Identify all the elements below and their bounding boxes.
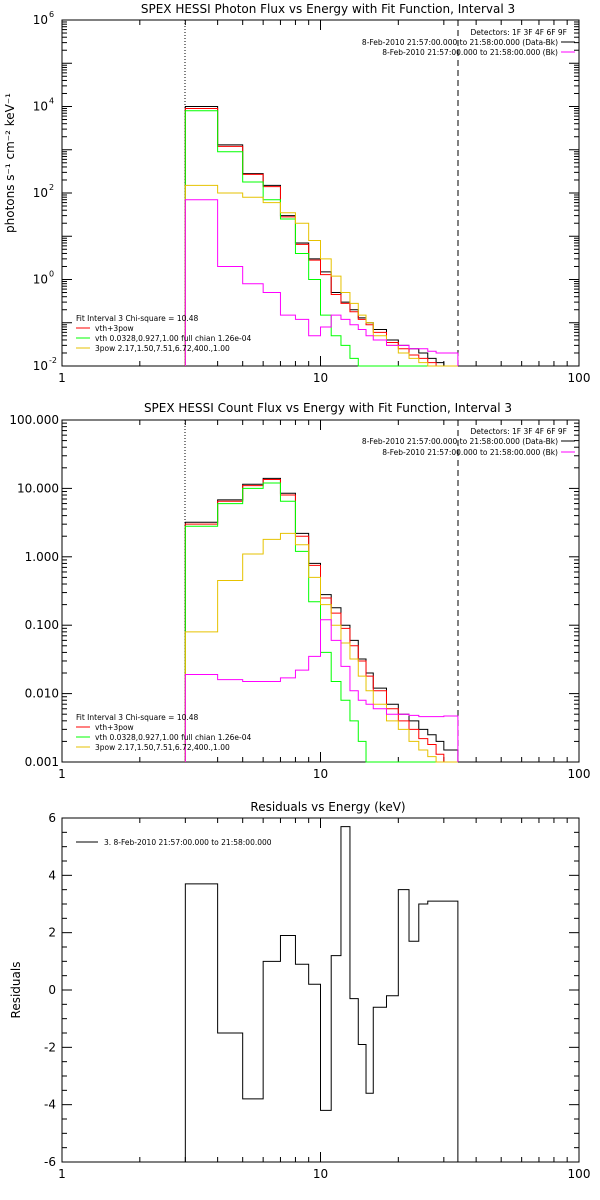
x-tick-labels: 1 10 100 <box>58 767 590 781</box>
x-tick-label: 1 <box>58 371 66 385</box>
legend: 3. 8-Feb-2010 21:57:00.000 to 21:58:00.0… <box>76 838 272 847</box>
y-tick-label: 10.000 <box>17 481 59 495</box>
residuals-series <box>184 826 459 1162</box>
chart-title: SPEX HESSI Count Flux vs Energy with Fit… <box>144 401 512 415</box>
y-tick-label: 4 <box>48 868 56 882</box>
fit-legend-item-2: vth 0.0328,0.927,1.00 full chian 1.26e-0… <box>95 334 252 343</box>
fit-legend-header: Fit Interval 3 Chi-square = 10.48 <box>76 314 199 323</box>
x-tick-label: 1 <box>58 1167 66 1181</box>
fit-legend: Fit Interval 3 Chi-square = 10.48 vth+3p… <box>76 314 252 353</box>
fit-legend-item-2: vth 0.0328,0.927,1.00 full chian 1.26e-0… <box>95 733 252 742</box>
y-tick-label: -2 <box>44 1040 56 1054</box>
series-group <box>184 477 459 763</box>
data-legend: 8-Feb-2010 21:57:00.000 to 21:58:00.000 … <box>362 437 575 457</box>
y-tick-label: 0.010 <box>25 687 59 701</box>
detectors-label: Detectors: 1F 3F 4F 6F 9F <box>471 427 567 436</box>
legend-bk-label: 8-Feb-2010 21:57:00.000 to 21:58:00.000 … <box>382 48 558 57</box>
y-tick-label: 10 <box>33 100 48 114</box>
x-tick-labels: 1 10 100 <box>58 1167 590 1181</box>
y-tick-label: 0 <box>48 983 56 997</box>
photon-flux-panel: SPEX HESSI Photon Flux vs Energy with Fi… <box>3 2 590 385</box>
axes <box>61 20 580 367</box>
series-3pow-3 <box>184 184 458 367</box>
series-8-feb-2010-4 <box>184 199 459 366</box>
y-tick-label: 10 <box>33 186 48 200</box>
legend-bk-label: 8-Feb-2010 21:57:00.000 to 21:58:00.000 … <box>382 448 558 457</box>
y-tick-label: -4 <box>44 1098 56 1112</box>
y-tick-label: 6 <box>48 811 56 825</box>
y-tick-label-exponent: 2 <box>49 183 54 192</box>
x-tick-label: 1 <box>58 767 66 781</box>
fit-legend-item-1: vth+3pow <box>95 723 134 732</box>
x-tick-label: 10 <box>313 371 328 385</box>
series-group <box>184 106 459 367</box>
y-tick-label: 0.100 <box>25 618 59 632</box>
x-tick-label: 100 <box>568 1167 591 1181</box>
y-tick-label: 10 <box>33 273 48 287</box>
y-tick-label-exponent: 4 <box>49 97 54 106</box>
axes <box>61 817 580 1163</box>
count-flux-panel: SPEX HESSI Count Flux vs Energy with Fit… <box>9 401 590 781</box>
series-8-feb-2010-4 <box>184 619 459 762</box>
chart-title: Residuals vs Energy (keV) <box>250 800 405 814</box>
fit-legend: Fit Interval 3 Chi-square = 10.48 vth+3p… <box>76 713 252 752</box>
y-tick-label: 10 <box>33 359 48 373</box>
x-tick-label: 100 <box>568 767 591 781</box>
y-tick-label: 0.001 <box>25 755 59 769</box>
series-vth-2 <box>184 110 458 367</box>
x-tick-label: 10 <box>313 767 328 781</box>
series-8-feb-2010-0 <box>184 477 459 762</box>
fit-legend-header: Fit Interval 3 Chi-square = 10.48 <box>76 713 199 722</box>
x-tick-labels: 1 10 100 <box>58 371 590 385</box>
residuals-panel: Residuals vs Energy (keV) -6 -4 -2 0 2 4 6 1 10… <box>9 800 590 1181</box>
fit-legend-item-3: 3pow 2.17,1.50,7.51,6.72,400.,1.00 <box>95 743 230 752</box>
fit-legend-item-1: vth+3pow <box>95 324 134 333</box>
y-tick-label: 100.000 <box>9 413 59 427</box>
fit-legend-item-3: 3pow 2.17,1.50,7.51,6.72,400.,1.00 <box>95 344 230 353</box>
y-tick-label: 1.000 <box>25 550 59 564</box>
y-tick-label-exponent: 6 <box>49 10 54 19</box>
y-axis-label: Residuals <box>9 962 23 1019</box>
y-tick-label-exponent: -2 <box>49 356 57 365</box>
chart-title: SPEX HESSI Photon Flux vs Energy with Fi… <box>141 2 515 16</box>
detectors-label: Detectors: 1F 3F 4F 6F 9F <box>471 28 567 37</box>
y-tick-label: -6 <box>44 1155 56 1169</box>
series-vth-2 <box>184 482 458 763</box>
x-tick-label: 10 <box>313 1167 328 1181</box>
series-group <box>184 826 459 1162</box>
y-tick-labels: -6 -4 -2 0 2 4 6 <box>44 811 56 1169</box>
legend-data-bk-label: 8-Feb-2010 21:57:00.000 to 21:58:00.000 … <box>362 38 558 47</box>
y-tick-label: 10 <box>33 13 48 27</box>
x-tick-label: 100 <box>568 371 591 385</box>
y-tick-labels: 0.001 0.010 0.100 1.000 10.000 100.000 <box>9 413 59 769</box>
legend-label: 3. 8-Feb-2010 21:57:00.000 to 21:58:00.0… <box>104 838 272 847</box>
axes <box>61 420 580 763</box>
series-3pow-3 <box>184 532 458 763</box>
y-tick-label: 2 <box>48 926 56 940</box>
data-legend: 8-Feb-2010 21:57:00.000 to 21:58:00.000 … <box>362 38 575 57</box>
y-axis-label: photons s⁻¹ cm⁻² keV⁻¹ <box>3 93 17 233</box>
legend-data-bk-label: 8-Feb-2010 21:57:00.000 to 21:58:00.000 … <box>362 437 558 446</box>
series-vth-3pow-1 <box>184 478 458 763</box>
y-tick-label-exponent: 0 <box>49 270 54 279</box>
